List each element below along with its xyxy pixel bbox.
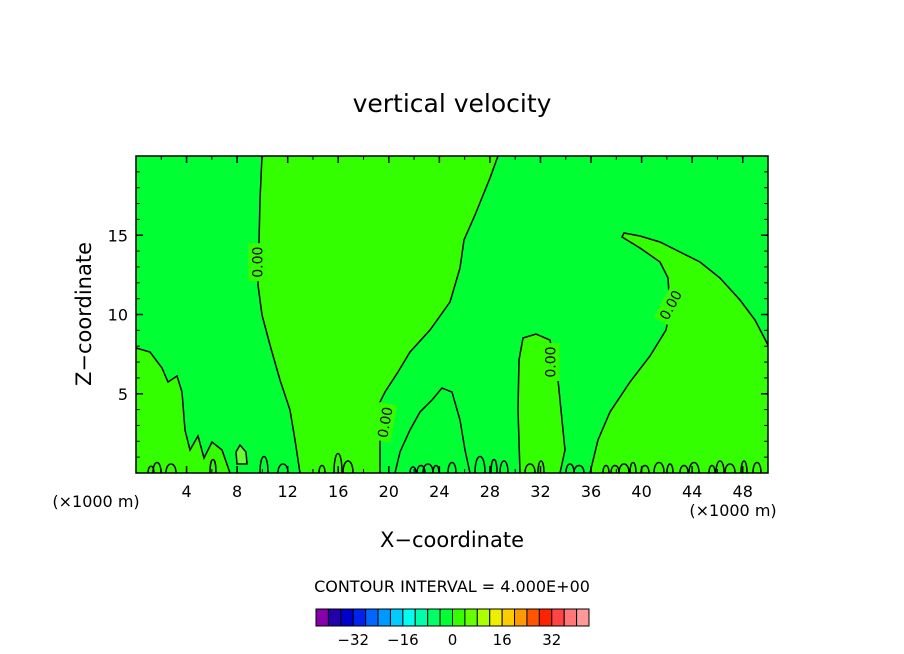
- colorbar: [315, 608, 590, 627]
- colorbar-swatch: [377, 608, 391, 627]
- surface-eddy: [708, 464, 716, 473]
- surface-eddy: [318, 464, 326, 473]
- surface-eddy: [602, 464, 610, 473]
- colorbar-swatch: [402, 608, 416, 627]
- x-tick-label: 20: [379, 482, 399, 501]
- x-tick-label: 12: [278, 482, 298, 501]
- colorbar-tick-label: 16: [493, 631, 512, 649]
- x-tick-label: 36: [581, 482, 601, 501]
- x-axis-ticks: 4 8 12 16 20 24 28 32 36 40 44 48: [160, 156, 753, 501]
- surface-eddy: [688, 461, 700, 473]
- surface-eddy: [537, 460, 545, 473]
- surface-eddy: [474, 455, 486, 473]
- x-tick-label: 4: [181, 482, 191, 501]
- colorbar-tick-label: −16: [387, 631, 419, 649]
- surface-eddy: [740, 460, 748, 473]
- x-tick-label: 8: [232, 482, 242, 501]
- zero-contour-central-east: [379, 156, 499, 473]
- colorbar-swatch: [563, 608, 578, 627]
- colorbar-swatch: [489, 608, 503, 627]
- zero-contour-central-west: [257, 156, 301, 473]
- surface-eddy: [165, 463, 177, 473]
- colorbar-swatch: [352, 608, 367, 627]
- colorbar-swatch: [389, 608, 404, 627]
- contour-interval-text: CONTOUR INTERVAL = 4.000E+00: [314, 577, 590, 596]
- contour-blob-outline: [235, 443, 248, 465]
- y-axis-label: Z−coordinate: [72, 242, 96, 386]
- y-axis-ticks: 5 10 15: [108, 171, 768, 458]
- colorbar-swatch: [501, 608, 516, 627]
- x-tick-label: 24: [429, 482, 449, 501]
- surface-eddy: [752, 461, 762, 473]
- colorbar-tick-label: 32: [542, 631, 561, 649]
- colorbar-swatch: [315, 608, 329, 627]
- contour-label: 0.00: [375, 406, 396, 439]
- surface-eddy: [524, 463, 536, 473]
- contour-label-backdrop: [248, 243, 267, 282]
- x-tick-label: 16: [328, 482, 348, 501]
- x-axis-label: X−coordinate: [380, 528, 524, 552]
- x-unit-label: (×1000 m): [689, 501, 776, 520]
- surface-eddy: [259, 455, 269, 473]
- x-tick-label: 40: [631, 482, 651, 501]
- surface-eddies: [147, 452, 762, 473]
- surface-eddy: [447, 461, 457, 473]
- colorbar-swatch: [452, 608, 466, 627]
- colorbar-swatch: [414, 608, 429, 627]
- surface-eddy: [629, 461, 637, 473]
- surface-eddy: [342, 460, 354, 473]
- zero-contour-plume: [589, 232, 768, 473]
- colorbar-swatch: [439, 608, 454, 627]
- colorbar-tick-label: 0: [448, 631, 458, 649]
- surface-eddy: [653, 461, 665, 473]
- colorbar-labels: −32 −16 0 16 32: [337, 631, 561, 649]
- contour-ridge-26: [394, 387, 471, 473]
- strong-updraft-blob: [236, 445, 247, 464]
- contour-label-backdrop: [372, 402, 398, 443]
- contour-lines: [136, 156, 768, 473]
- surface-eddy: [679, 464, 689, 473]
- y-tick-label: 10: [108, 306, 128, 325]
- surface-eddy: [409, 466, 417, 473]
- x-tick-label: 32: [530, 482, 550, 501]
- colorbar-swatch: [365, 608, 379, 627]
- x-tick-label: 28: [480, 482, 500, 501]
- colorbar-swatch: [526, 608, 540, 627]
- surface-eddy: [490, 458, 498, 473]
- colorbar-swatch: [476, 608, 491, 627]
- surface-eddy: [573, 464, 585, 473]
- x-tick-label: 44: [682, 482, 702, 501]
- colorbar-swatch: [551, 608, 565, 627]
- surface-eddy: [724, 463, 736, 473]
- y-tick-label: 15: [108, 226, 128, 245]
- contour-label-backdrop: [653, 283, 688, 326]
- colorbar-swatch: [576, 608, 590, 627]
- surface-eddy: [152, 461, 162, 473]
- colorbar-swatch: [427, 608, 441, 627]
- surface-eddy: [333, 452, 343, 473]
- contour-label: 0.00: [544, 346, 560, 377]
- x-tick-label: 48: [733, 482, 753, 501]
- zero-contour-hump: [517, 333, 566, 473]
- chart-title: vertical velocity: [353, 89, 552, 118]
- colorbar-swatch: [340, 608, 354, 627]
- colorbar-swatch: [464, 608, 478, 627]
- colorbar-tick-label: −32: [337, 631, 369, 649]
- contour-label: 0.00: [250, 247, 266, 278]
- colorbar-swatch: [514, 608, 528, 627]
- surface-eddy: [416, 464, 426, 473]
- y-tick-label: 5: [118, 385, 128, 404]
- surface-eddy: [209, 458, 217, 473]
- zero-band-middle: [258, 156, 498, 473]
- surface-eddy: [499, 460, 509, 473]
- contour-label-backdrop: [541, 343, 560, 382]
- surface-eddy: [618, 463, 630, 473]
- colorbar-swatch: [327, 608, 342, 627]
- surface-eddy: [147, 465, 155, 473]
- zero-contour-left: [136, 347, 231, 473]
- colorbar-swatch: [538, 608, 553, 627]
- surface-eddy: [715, 460, 725, 473]
- z-unit-label: (×1000 m): [52, 492, 139, 511]
